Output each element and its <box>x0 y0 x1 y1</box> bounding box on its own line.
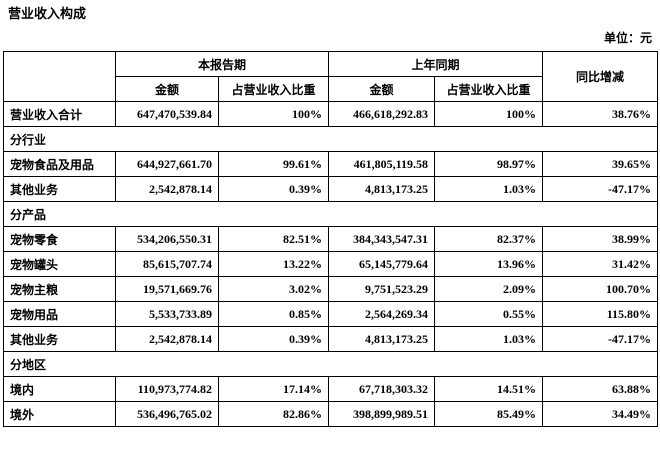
yoy-change: 34.49% <box>542 401 659 427</box>
prior-amount: 65,145,779.64 <box>328 251 436 277</box>
row-label: 宠物主粮 <box>3 276 116 302</box>
prior-amount: 461,805,119.58 <box>328 151 436 177</box>
header-current-share: 占营业收入比重 <box>217 76 330 102</box>
row-label: 其他业务 <box>3 326 116 352</box>
table-row: 其他业务 2,542,878.14 0.39% 4,813,173.25 1.0… <box>3 326 659 352</box>
current-share: 82.51% <box>217 226 330 252</box>
table-row: 境内 110,973,774.82 17.14% 67,718,303.32 1… <box>3 376 659 402</box>
section-label: 分产品 <box>2 201 659 227</box>
header-current-period: 本报告期 <box>114 51 330 77</box>
yoy-change: 115.80% <box>542 301 659 327</box>
header-prior-share: 占营业收入比重 <box>434 76 544 102</box>
current-share: 82.86% <box>217 401 330 427</box>
prior-amount: 398,899,989.51 <box>328 401 436 427</box>
prior-share: 14.51% <box>434 376 544 402</box>
current-share: 0.85% <box>217 301 330 327</box>
header-prior-period: 上年同期 <box>328 51 544 77</box>
current-share: 3.02% <box>217 276 330 302</box>
row-label: 宠物用品 <box>3 301 116 327</box>
yoy-change: 100.70% <box>542 276 659 302</box>
prior-share: 0.55% <box>434 301 544 327</box>
page-title: 营业收入构成 <box>8 6 87 21</box>
current-share: 100% <box>217 101 330 127</box>
prior-amount: 384,343,547.31 <box>328 226 436 252</box>
header-yoy-change: 同比增减 <box>542 51 659 102</box>
table-row: 宠物罐头 85,615,707.74 13.22% 65,145,779.64 … <box>3 251 659 277</box>
current-amount: 647,470,539.84 <box>115 101 219 127</box>
prior-share: 2.09% <box>434 276 544 302</box>
prior-amount: 67,718,303.32 <box>328 376 436 402</box>
table-row: 其他业务 2,542,878.14 0.39% 4,813,173.25 1.0… <box>3 176 659 202</box>
yoy-change: 38.99% <box>542 226 659 252</box>
section-row-product: 分产品 <box>2 201 659 227</box>
prior-share: 100% <box>434 101 544 127</box>
yoy-change: 39.65% <box>542 151 659 177</box>
yoy-change: 63.88% <box>542 376 659 402</box>
prior-amount: 4,813,173.25 <box>328 176 436 202</box>
table-row-total: 营业收入合计 647,470,539.84 100% 466,618,292.8… <box>3 101 659 127</box>
page: 营业收入构成 单位：元 本报告期 上年同期 同比增减 金额 占营业收入比重 金额… <box>2 6 659 427</box>
header-row-periods: 本报告期 上年同期 同比增减 <box>3 51 659 102</box>
row-label: 境内 <box>3 376 116 402</box>
yoy-change: 31.42% <box>542 251 659 277</box>
row-label: 宠物罐头 <box>3 251 116 277</box>
table-row: 宠物用品 5,533,733.89 0.85% 2,564,269.34 0.5… <box>3 301 659 327</box>
prior-amount: 2,564,269.34 <box>328 301 436 327</box>
corner-cell <box>3 51 116 102</box>
current-amount: 85,615,707.74 <box>115 251 219 277</box>
current-share: 17.14% <box>217 376 330 402</box>
prior-amount: 4,813,173.25 <box>328 326 436 352</box>
yoy-change: -47.17% <box>542 176 659 202</box>
section-row-region: 分地区 <box>2 351 659 377</box>
prior-share: 1.03% <box>434 176 544 202</box>
current-amount: 536,496,765.02 <box>115 401 219 427</box>
table-row: 宠物主粮 19,571,669.76 3.02% 9,751,523.29 2.… <box>3 276 659 302</box>
current-share: 99.61% <box>217 151 330 177</box>
table-row: 宠物零食 534,206,550.31 82.51% 384,343,547.3… <box>3 226 659 252</box>
row-label: 营业收入合计 <box>3 101 116 127</box>
current-amount: 534,206,550.31 <box>115 226 219 252</box>
row-label: 境外 <box>3 401 116 427</box>
yoy-change: 38.76% <box>542 101 659 127</box>
current-share: 0.39% <box>217 326 330 352</box>
header-prior-amount: 金额 <box>328 76 436 102</box>
prior-share: 82.37% <box>434 226 544 252</box>
row-label: 宠物食品及用品 <box>3 151 116 177</box>
section-label: 分地区 <box>2 351 659 377</box>
prior-share: 85.49% <box>434 401 544 427</box>
prior-amount: 9,751,523.29 <box>328 276 436 302</box>
row-label: 其他业务 <box>3 176 116 202</box>
prior-amount: 466,618,292.83 <box>328 101 436 127</box>
section-label: 分行业 <box>2 126 659 152</box>
current-amount: 19,571,669.76 <box>115 276 219 302</box>
yoy-change: -47.17% <box>542 326 659 352</box>
current-amount: 2,542,878.14 <box>115 326 219 352</box>
current-amount: 644,927,661.70 <box>115 151 219 177</box>
section-row-industry: 分行业 <box>2 126 659 152</box>
current-amount: 5,533,733.89 <box>115 301 219 327</box>
row-label: 宠物零食 <box>3 226 116 252</box>
unit-label: 单位：元 <box>603 31 652 45</box>
current-amount: 2,542,878.14 <box>115 176 219 202</box>
table-row: 境外 536,496,765.02 82.86% 398,899,989.51 … <box>3 401 659 427</box>
prior-share: 1.03% <box>434 326 544 352</box>
table-row: 宠物食品及用品 644,927,661.70 99.61% 461,805,11… <box>3 151 659 177</box>
current-amount: 110,973,774.82 <box>115 376 219 402</box>
revenue-composition-table: 本报告期 上年同期 同比增减 金额 占营业收入比重 金额 占营业收入比重 营业收… <box>2 51 659 427</box>
current-share: 0.39% <box>217 176 330 202</box>
prior-share: 13.96% <box>434 251 544 277</box>
current-share: 13.22% <box>217 251 330 277</box>
header-row-metrics: 金额 占营业收入比重 金额 占营业收入比重 <box>4 76 658 102</box>
header-current-amount: 金额 <box>115 76 219 102</box>
prior-share: 98.97% <box>434 151 544 177</box>
